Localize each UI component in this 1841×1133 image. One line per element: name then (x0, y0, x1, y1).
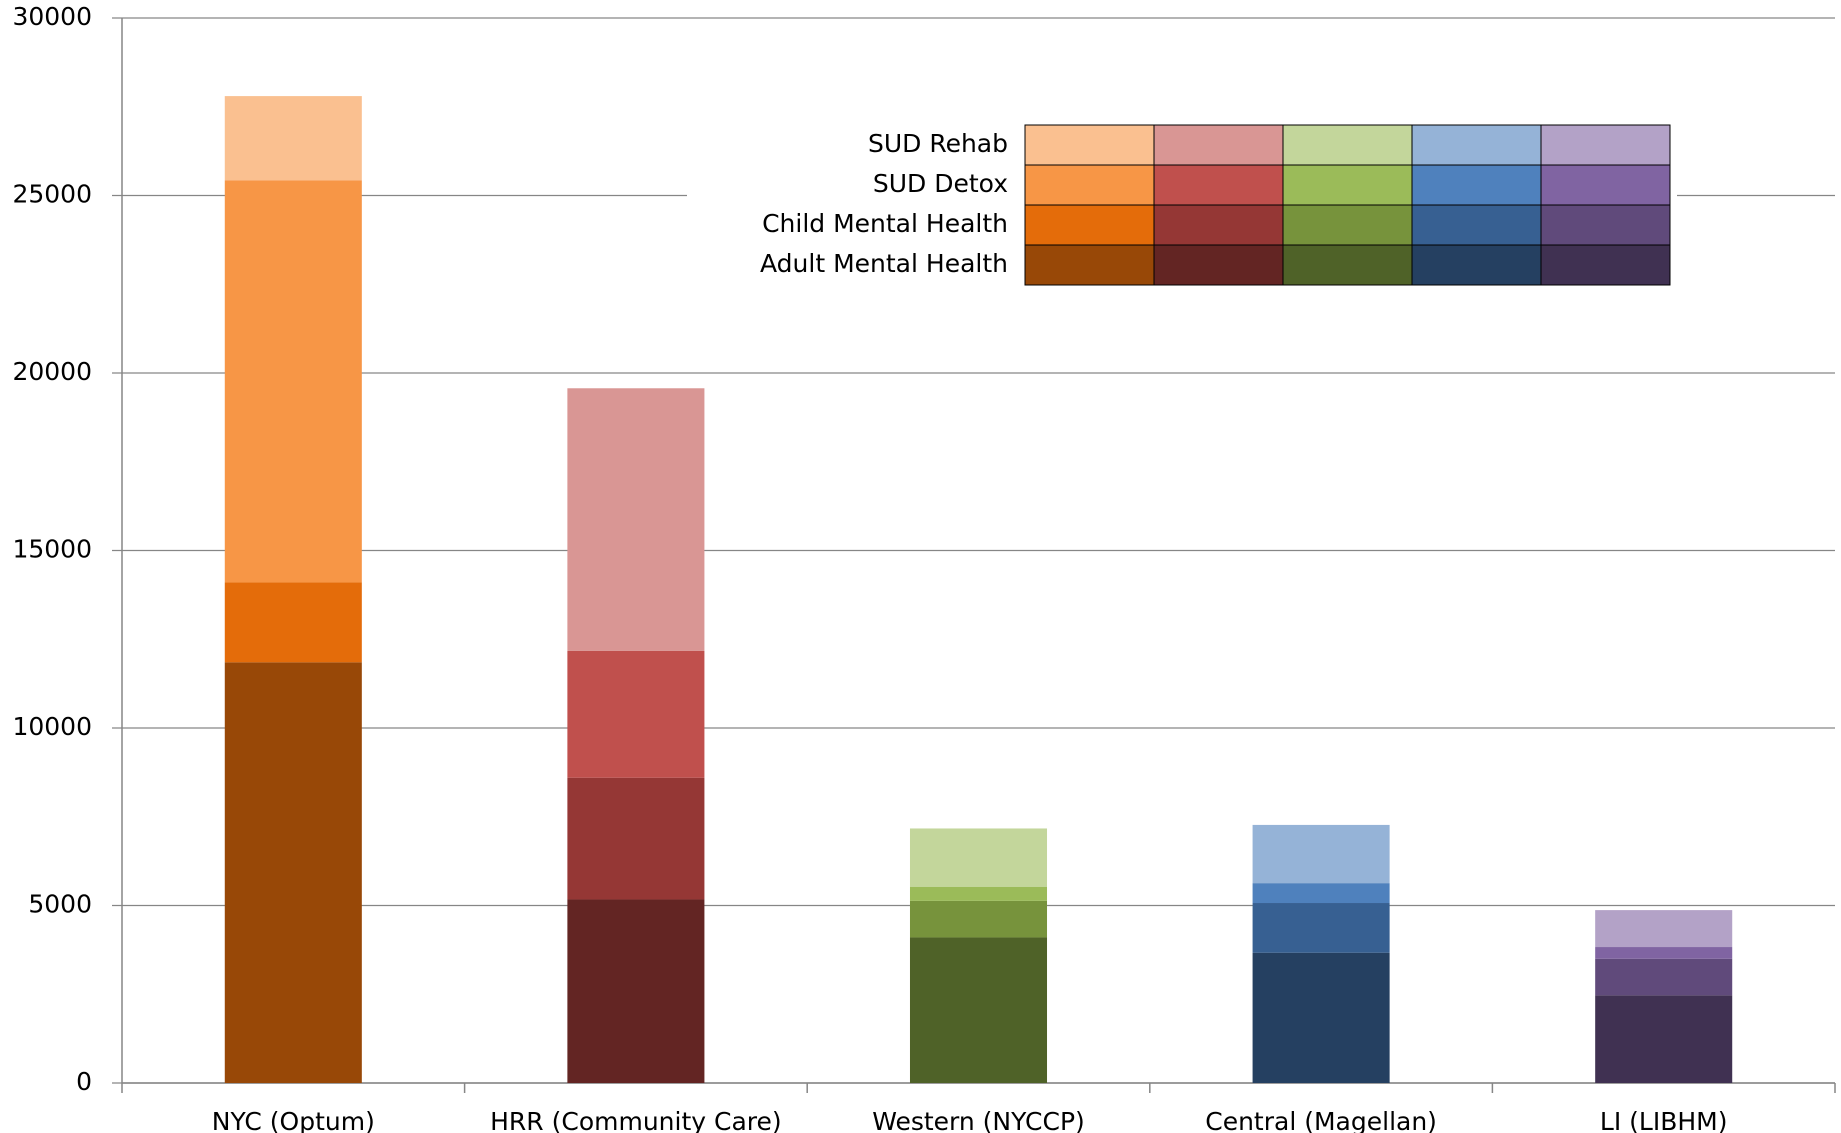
bar-segment (567, 388, 705, 651)
legend-swatch (1540, 124, 1671, 166)
legend-swatch (1024, 124, 1155, 166)
bar-segment (224, 582, 362, 663)
legend-swatch (1024, 164, 1155, 206)
legend-swatch (1153, 244, 1284, 286)
bar-segment (224, 96, 362, 181)
x-tick-label: NYC (Optum) (212, 1107, 375, 1133)
bar-segment (1252, 952, 1390, 1083)
legend-swatch (1282, 164, 1413, 206)
bar-segment (909, 828, 1048, 887)
x-tick-label: Western (NYCCP) (872, 1107, 1085, 1133)
legend-swatch (1540, 244, 1671, 286)
bar-segment (224, 662, 362, 1083)
legend-swatch (1411, 204, 1542, 246)
y-tick-label: 0 (76, 1067, 92, 1096)
legend-swatch (1411, 244, 1542, 286)
y-tick-label: 20000 (12, 357, 92, 386)
legend-swatch (1153, 204, 1284, 246)
bar-segment (1595, 995, 1733, 1083)
bar-segment (567, 777, 705, 900)
legend-swatch (1153, 124, 1284, 166)
legend-swatch (1282, 204, 1413, 246)
legend-swatch (1024, 204, 1155, 246)
x-tick-label: HRR (Community Care) (490, 1107, 782, 1133)
legend-label: SUD Detox (873, 169, 1008, 198)
legend-swatch (1153, 164, 1284, 206)
bar-segment (909, 886, 1048, 901)
y-tick-label: 25000 (12, 180, 92, 209)
legend-swatch (1024, 244, 1155, 286)
bar-segment (1595, 958, 1733, 996)
bar-segment (1595, 947, 1733, 959)
bar-segment (1252, 824, 1390, 884)
bar-segment (909, 937, 1048, 1083)
legend-swatch (1540, 164, 1671, 206)
legend-label: Child Mental Health (762, 209, 1008, 238)
x-tick-label: Central (Magellan) (1205, 1107, 1437, 1133)
bar-segment (1252, 903, 1390, 953)
legend-swatch (1282, 124, 1413, 166)
x-tick-label: LI (LIBHM) (1600, 1107, 1728, 1133)
y-tick-label: 10000 (12, 712, 92, 741)
bar-segment (224, 180, 362, 583)
legend-swatch (1411, 124, 1542, 166)
legend-swatch (1540, 204, 1671, 246)
bar-segment (1595, 910, 1733, 948)
bar-segment (567, 650, 705, 778)
y-tick-label: 15000 (12, 535, 92, 564)
legend-label: SUD Rehab (868, 129, 1008, 158)
bar-segment (1252, 883, 1390, 904)
y-tick-label: 30000 (12, 2, 92, 31)
y-tick-label: 5000 (28, 890, 92, 919)
legend-label: Adult Mental Health (760, 249, 1008, 278)
bar-segment (909, 900, 1048, 938)
bar-segment (567, 899, 705, 1083)
legend-swatch (1282, 244, 1413, 286)
legend-swatch (1411, 164, 1542, 206)
